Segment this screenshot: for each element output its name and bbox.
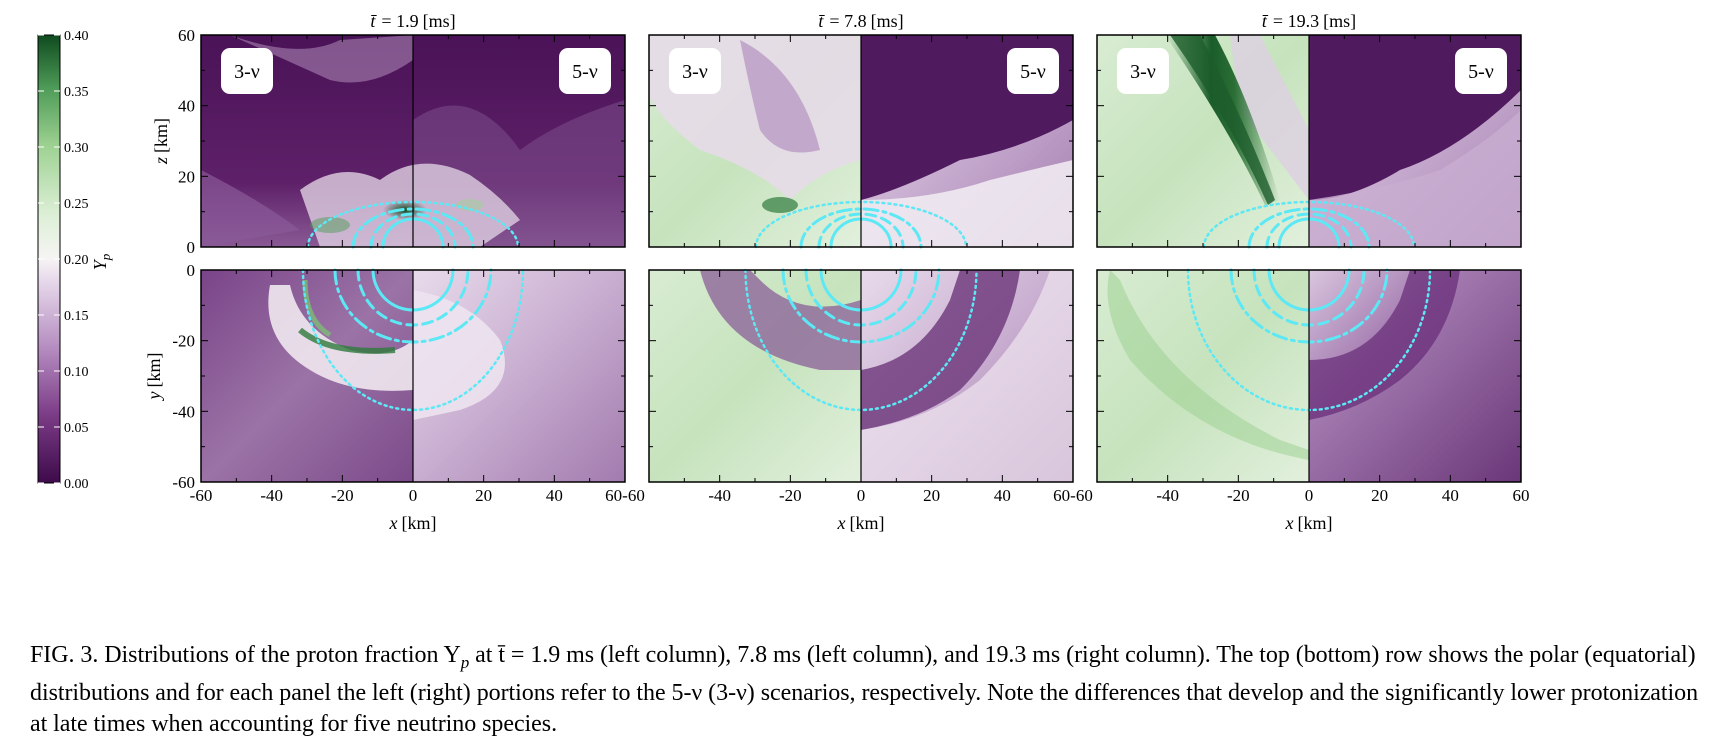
x-tick-label: 20 xyxy=(923,486,940,505)
colorbar-tick-label: 0.25 xyxy=(64,197,89,212)
x-tick-label: 20 xyxy=(475,486,492,505)
y-tick-label: 0 xyxy=(187,261,196,280)
x-tick-label: -20 xyxy=(1227,486,1250,505)
scenario-label-box xyxy=(559,48,611,94)
panel-overlays: 3-ν 5-ν-60 -40 -20 0 20 40 60-603-ν 5-ν-40 -20 0 20… xyxy=(172,26,1529,505)
figure: 0.00 0.05 0.10 0.15 0.20 0.25 0.30 0.35 0.40 Yp xyxy=(37,11,1530,533)
scenario-label: 3-ν xyxy=(1130,61,1156,83)
contour-line xyxy=(351,207,475,249)
x-tick-label: -20 xyxy=(779,486,802,505)
y-axis-label-var: y xyxy=(144,392,164,402)
col2-title-eq: = 7.8 xyxy=(829,11,866,31)
x-tick-label: 20 xyxy=(1371,486,1388,505)
colorbar-label-sub: p xyxy=(98,253,113,261)
x-tick-label: -40 xyxy=(708,486,731,505)
y-axis-label-unit: [km] xyxy=(144,353,164,388)
col3-title: t̄ = 19.3 [ms] xyxy=(1262,11,1356,31)
colorbar-tick-label: 0.00 xyxy=(64,477,89,492)
colorbar-tick-label: 0.35 xyxy=(64,85,89,100)
x-tick-label: 60-60 xyxy=(605,486,645,505)
z-axis-label: z [km] xyxy=(151,118,171,165)
colorbar-ticks: 0.00 0.05 0.10 0.15 0.20 0.25 0.30 0.35 0.40 xyxy=(38,29,89,492)
colorbar: 0.00 0.05 0.10 0.15 0.20 0.25 0.30 0.35 0.40 Yp xyxy=(37,29,113,492)
x-tick-label: 60 xyxy=(1513,486,1530,505)
col3-title-var: t̄ xyxy=(1262,11,1269,31)
colorbar-label-main: Y xyxy=(90,258,110,270)
z-axis-label-var: z xyxy=(151,157,171,165)
x-axis-label-col1-unit: [km] xyxy=(402,513,437,533)
z-tick-label: 60 xyxy=(178,26,195,45)
x-tick-label: -20 xyxy=(331,486,354,505)
col1-title-unit: [ms] xyxy=(423,11,456,31)
x-axis-label-col2-unit: [km] xyxy=(850,513,885,533)
col3-title-unit: [ms] xyxy=(1323,11,1356,31)
x-axis-label-col3-unit: [km] xyxy=(1298,513,1333,533)
panel-col1-bottom xyxy=(201,270,625,482)
caption-part-2: at t̄ = 1.9 ms (left column), 7.8 ms (le… xyxy=(30,642,1699,737)
x-tick-label: -40 xyxy=(260,486,283,505)
figure-caption: FIG. 3. Distributions of the proton frac… xyxy=(30,640,1700,740)
col1-title-eq: = 1.9 xyxy=(381,11,418,31)
contour-line xyxy=(1247,207,1371,249)
scenario-label-box xyxy=(1117,48,1169,94)
colorbar-label: Yp xyxy=(90,253,113,270)
caption-part-1: FIG. 3. Distributions of the proton frac… xyxy=(30,642,461,668)
colorbar-tick-label: 0.05 xyxy=(64,421,89,436)
scenario-label: 5-ν xyxy=(572,61,598,83)
col2-title: t̄ = 7.8 [ms] xyxy=(818,11,903,31)
y-tick-label: -40 xyxy=(172,402,195,421)
scenario-label: 5-ν xyxy=(1468,61,1494,83)
scenario-label-box xyxy=(1455,48,1507,94)
x-axis-label-col3: x [km] xyxy=(1285,513,1333,533)
scenario-label-box xyxy=(221,48,273,94)
y-tick-label: -60 xyxy=(172,473,195,492)
x-axis-label-col3-var: x xyxy=(1285,513,1294,533)
x-axis-label-col2-var: x xyxy=(837,513,846,533)
scenario-label: 5-ν xyxy=(1020,61,1046,83)
col2-title-var: t̄ xyxy=(818,11,825,31)
y-tick-label: -20 xyxy=(172,332,195,351)
col1-title: t̄ = 1.9 [ms] xyxy=(370,11,455,31)
x-tick-label: 0 xyxy=(1305,486,1314,505)
col3-title-eq: = 19.3 xyxy=(1273,11,1319,31)
x-tick-label: -60 xyxy=(190,486,213,505)
colorbar-tick-label: 0.20 xyxy=(64,253,89,268)
z-tick-label: 20 xyxy=(178,167,195,186)
x-axis-label-col2: x [km] xyxy=(837,513,885,533)
y-axis-label: y [km] xyxy=(144,353,164,402)
x-tick-label: 40 xyxy=(1442,486,1459,505)
z-axis-label-unit: [km] xyxy=(151,118,171,153)
z-tick-label: 40 xyxy=(178,97,195,116)
scenario-label-box xyxy=(1007,48,1059,94)
x-tick-label: -40 xyxy=(1156,486,1179,505)
colorbar-tick-label: 0.30 xyxy=(64,141,89,156)
contour-line xyxy=(799,207,923,249)
x-tick-label: 40 xyxy=(994,486,1011,505)
z-tick-label: 0 xyxy=(187,238,196,257)
x-tick-label: 40 xyxy=(546,486,563,505)
x-axis-label-col1-var: x xyxy=(389,513,398,533)
col1-title-var: t̄ xyxy=(370,11,377,31)
x-tick-label: 0 xyxy=(857,486,866,505)
col2-title-unit: [ms] xyxy=(871,11,904,31)
panel-col2-bottom xyxy=(649,270,1073,482)
scenario-label: 3-ν xyxy=(234,61,260,83)
caption-part-sub: p xyxy=(460,652,470,672)
x-axis-label-col1: x [km] xyxy=(389,513,437,533)
colorbar-tick-label: 0.40 xyxy=(64,29,89,44)
x-tick-label: 0 xyxy=(409,486,418,505)
x-tick-label: 60-60 xyxy=(1053,486,1093,505)
panel-col3-bottom xyxy=(1097,270,1521,482)
colorbar-tick-label: 0.15 xyxy=(64,309,89,324)
scenario-label-box xyxy=(669,48,721,94)
colorbar-tick-label: 0.10 xyxy=(64,365,89,380)
scenario-label: 3-ν xyxy=(682,61,708,83)
